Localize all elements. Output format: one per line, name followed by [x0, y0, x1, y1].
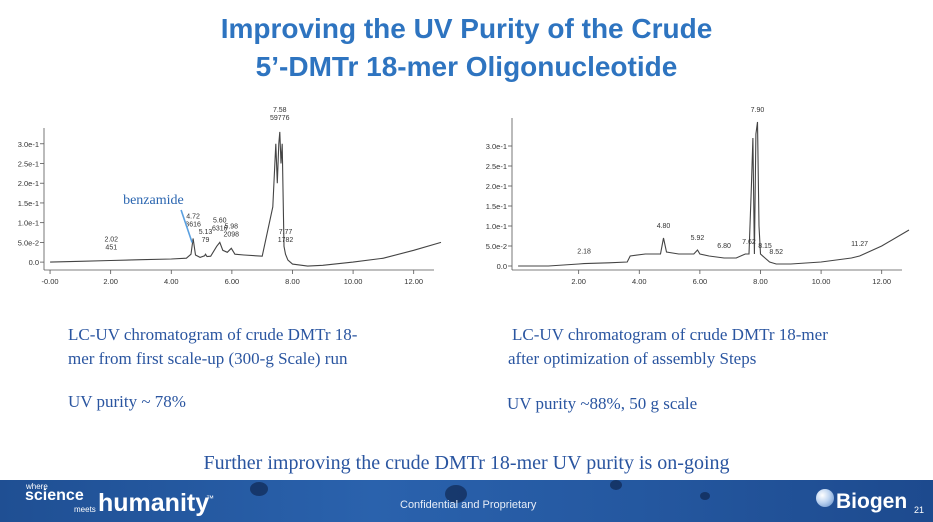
- x-tick-label: 2.00: [103, 277, 118, 286]
- peak-retention-time: 2.18: [577, 249, 591, 256]
- left-purity: UV purity ~ 78%: [68, 392, 186, 411]
- y-tick-label: 1.5e-1: [18, 199, 39, 208]
- peak-retention-time: 4.72: [186, 213, 200, 220]
- y-tick-label: 5.0e-2: [486, 242, 507, 251]
- peak-retention-time: 5.92: [691, 235, 705, 242]
- y-tick-label: 1.0e-1: [18, 219, 39, 228]
- x-tick-label: 4.00: [164, 277, 179, 286]
- biogen-logo-icon: [816, 489, 834, 507]
- y-tick-label: 2.0e-1: [18, 179, 39, 188]
- peak-retention-time: 7.90: [751, 107, 765, 114]
- y-tick-label: 1.5e-1: [486, 202, 507, 211]
- x-tick-label: 4.00: [632, 277, 647, 286]
- x-tick-label: 12.00: [872, 277, 891, 286]
- footer-banner: [0, 480, 933, 522]
- right-purity: UV purity ~88%, 50 g scale: [507, 394, 698, 413]
- company-name: Biogen: [836, 490, 908, 513]
- peak-retention-time: 2.02: [104, 236, 118, 243]
- brand-science: science: [25, 487, 84, 504]
- y-tick-label: 2.0e-1: [486, 182, 507, 191]
- y-tick-label: 3.0e-1: [18, 140, 39, 149]
- peak-retention-time: 11.27: [851, 241, 868, 248]
- x-tick-label: 8.00: [285, 277, 300, 286]
- brand-trademark: ™: [206, 494, 214, 503]
- x-tick-label: 12.00: [404, 277, 423, 286]
- y-tick-label: 0.0: [29, 258, 39, 267]
- confidential-label: Confidential and Proprietary: [400, 499, 537, 511]
- peak-retention-time: 6.80: [717, 243, 731, 250]
- annotation-arrow: [180, 209, 193, 243]
- x-tick-label: 10.00: [812, 277, 831, 286]
- peak-retention-time: 7.58: [273, 107, 287, 114]
- peak-retention-time: 5.60: [213, 217, 227, 224]
- brand-meets: meets: [74, 505, 96, 514]
- footer-note: Further improving the crude DMTr 18-mer …: [203, 452, 730, 474]
- chromatogram-trace: [50, 131, 442, 267]
- y-tick-label: 0.0: [497, 262, 507, 271]
- right-caption-line2: after optimization of assembly Steps: [508, 349, 757, 368]
- brand-where: where: [26, 482, 48, 491]
- chromatogram-trace: [518, 121, 910, 267]
- peak-retention-time: 4.80: [657, 223, 671, 230]
- peak-retention-time: 8.52: [769, 249, 783, 256]
- peak-retention-time: 5.98: [224, 223, 238, 230]
- slide-title-line1: Improving the UV Purity of the Crude: [220, 13, 713, 44]
- y-tick-label: 1.0e-1: [486, 222, 507, 231]
- left-caption-line1: LC-UV chromatogram of crude DMTr 18-: [68, 325, 358, 344]
- x-tick-label: 6.00: [225, 277, 240, 286]
- peak-retention-time: 8.15: [758, 243, 772, 250]
- x-tick-label: -0.00: [42, 277, 59, 286]
- peak-retention-time: 7.62: [742, 239, 756, 246]
- peak-retention-time: 7.77: [279, 229, 293, 236]
- peak-area: 2098: [223, 231, 239, 238]
- x-tick-label: 2.00: [571, 277, 586, 286]
- peak-area: 1782: [278, 237, 294, 244]
- left-caption-line2: mer from first scale-up (300-g Scale) ru…: [68, 349, 348, 368]
- slide-title-line2: 5’-DMTr 18-mer Oligonucleotide: [255, 51, 678, 82]
- y-tick-label: 5.0e-2: [18, 238, 39, 247]
- y-tick-label: 2.5e-1: [18, 160, 39, 169]
- page-number: 21: [914, 505, 925, 515]
- peak-area: 79: [202, 237, 210, 244]
- peak-area: 3616: [185, 221, 201, 228]
- right-caption-line1: LC-UV chromatogram of crude DMTr 18-mer: [512, 325, 828, 344]
- y-tick-label: 2.5e-1: [486, 162, 507, 171]
- peak-area: 6316: [212, 225, 228, 232]
- peak-area: 59776: [270, 115, 290, 122]
- brand-humanity: humanity: [98, 489, 210, 517]
- benzamide-annotation: benzamide: [123, 193, 184, 208]
- y-tick-label: 3.0e-1: [486, 142, 507, 151]
- x-tick-label: 10.00: [344, 277, 363, 286]
- peak-retention-time: 5.13: [199, 229, 213, 236]
- peak-area: 451: [105, 244, 117, 251]
- x-tick-label: 6.00: [693, 277, 708, 286]
- x-tick-label: 8.00: [753, 277, 768, 286]
